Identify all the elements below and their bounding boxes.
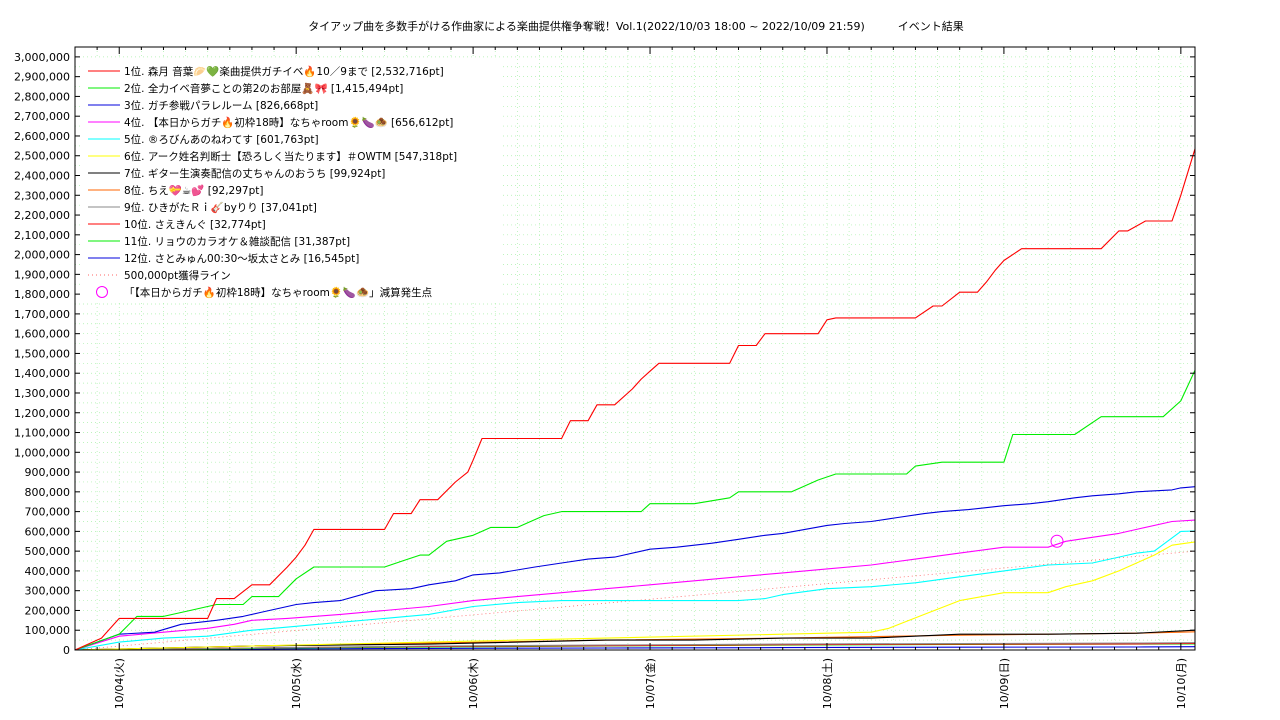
legend-label: 500,000pt獲得ライン <box>124 269 231 282</box>
series-line-rank-1 <box>74 148 1196 651</box>
y-tick-label: 1,000,000 <box>14 446 70 459</box>
legend-label: 「【本日からガチ🔥初枠18時】なちゃroom🌻🍆🧆」減算発生点 <box>124 286 432 299</box>
y-tick-label: 100,000 <box>25 624 71 637</box>
y-tick-label: 2,600,000 <box>14 130 70 143</box>
x-tick-label: 10/06(木) <box>467 658 480 709</box>
y-tick-label: 1,500,000 <box>14 347 70 360</box>
legend-background <box>82 58 500 302</box>
marker-group <box>1050 534 1064 548</box>
plot-frame <box>74 46 1196 651</box>
y-tick-label: 800,000 <box>25 486 71 499</box>
y-tick-label: 300,000 <box>25 585 71 598</box>
y-tick-label: 2,100,000 <box>14 229 70 242</box>
y-tick-label: 2,200,000 <box>14 209 70 222</box>
y-tick-label: 900,000 <box>25 466 71 479</box>
y-tick-label: 2,300,000 <box>14 189 70 202</box>
y-tick-label: 0 <box>63 644 70 657</box>
y-tick-label: 500,000 <box>25 545 71 558</box>
x-tick-label: 10/08(土) <box>821 658 834 709</box>
x-tick-label: 10/07(金) <box>643 658 657 709</box>
legend-label: 1位. 森月 音葉🥟💚楽曲提供ガチイベ🔥10／9まで [2,532,716pt] <box>124 65 444 78</box>
y-tick-label: 700,000 <box>25 506 71 519</box>
legend-label: 2位. 全力イベ音夢ことの第2のお部屋🧸🎀 [1,415,494pt] <box>124 82 403 95</box>
legend-label: 12位. さとみゅん00:30〜坂太さとみ [16,545pt] <box>124 252 359 265</box>
series-line-rank-9 <box>74 642 1196 651</box>
y-tick-label: 1,100,000 <box>14 427 70 440</box>
y-tick-label: 1,300,000 <box>14 387 70 400</box>
legend-label: 8位. ちえ💝☕💕 [92,297pt] <box>124 184 263 197</box>
legend-label: 10位. さえきんぐ [32,774pt] <box>124 218 266 231</box>
reference-line-group <box>74 550 1196 651</box>
y-tick-label: 1,400,000 <box>14 367 70 380</box>
y-tick-label: 2,900,000 <box>14 71 70 84</box>
legend-label: 9位. ひきがたＲｉ🎸byりり [37,041pt] <box>124 201 317 214</box>
series-line-rank-3 <box>74 486 1196 651</box>
x-tick-label: 10/09(日) <box>998 658 1011 709</box>
x-tick-label: 10/05(水) <box>290 658 303 709</box>
y-tick-label: 3,000,000 <box>14 51 70 64</box>
x-tick-label: 10/10(月) <box>1175 658 1188 709</box>
y-tick-label: 2,800,000 <box>14 90 70 103</box>
decrease-marker <box>1050 534 1064 548</box>
y-tick-label: 1,600,000 <box>14 328 70 341</box>
series-line-rank-7 <box>74 629 1196 651</box>
series-line-rank-6 <box>74 541 1196 651</box>
y-tick-label: 200,000 <box>25 604 71 617</box>
y-axis: 0 100,000 200,000 300,000 400,000 500,000 600,… <box>14 51 1195 657</box>
legend-label: 5位. ®ろびんあのねわてす [601,763pt] <box>124 133 319 146</box>
series-line-rank-4 <box>74 519 1196 651</box>
y-tick-label: 1,700,000 <box>14 308 70 321</box>
legend-label: 3位. ガチ参戦パラレルーム [826,668pt] <box>124 99 318 112</box>
x-tick-label: 10/04(火) <box>113 658 126 709</box>
legend: 1位. 森月 音葉🥟💚楽曲提供ガチイベ🔥10／9まで [2,532,716pt]… <box>82 58 500 302</box>
x-axis: 10/04(火) 10/05(水) 10/06(木) 10/07(金) 10/08(土)… <box>96 47 1188 709</box>
y-tick-label: 2,500,000 <box>14 150 70 163</box>
y-tick-label: 2,000,000 <box>14 249 70 262</box>
y-tick-label: 2,700,000 <box>14 110 70 123</box>
legend-label: 11位. リョウのカラオケ＆雑談配信 [31,387pt] <box>124 235 350 248</box>
y-tick-label: 1,200,000 <box>14 407 70 420</box>
y-tick-label: 2,400,000 <box>14 170 70 183</box>
reference-line <box>74 550 1196 651</box>
y-tick-label: 1,900,000 <box>14 268 70 281</box>
series-line-rank-5 <box>74 530 1196 651</box>
series-group <box>74 148 1196 651</box>
legend-label: 7位. ギター生演奏配信の丈ちゃんのおうち [99,924pt] <box>124 167 385 180</box>
y-tick-label: 1,800,000 <box>14 288 70 301</box>
chart-title: タイアップ曲を多数手がける作曲家による楽曲提供権争奪戦！Vol.1(2022/1… <box>308 19 964 33</box>
legend-label: 4位. 【本日からガチ🔥初枠18時】なちゃroom🌻🍆🧆 [656,612pt] <box>124 116 453 129</box>
legend-label: 6位. アーク姓名判断士【恐ろしく当たります】＃OWTM [547,318pt] <box>124 150 457 163</box>
legend-swatch-marker <box>96 286 108 298</box>
y-tick-label: 600,000 <box>25 525 71 538</box>
y-tick-label: 400,000 <box>25 565 71 578</box>
series-line-rank-2 <box>74 369 1196 651</box>
